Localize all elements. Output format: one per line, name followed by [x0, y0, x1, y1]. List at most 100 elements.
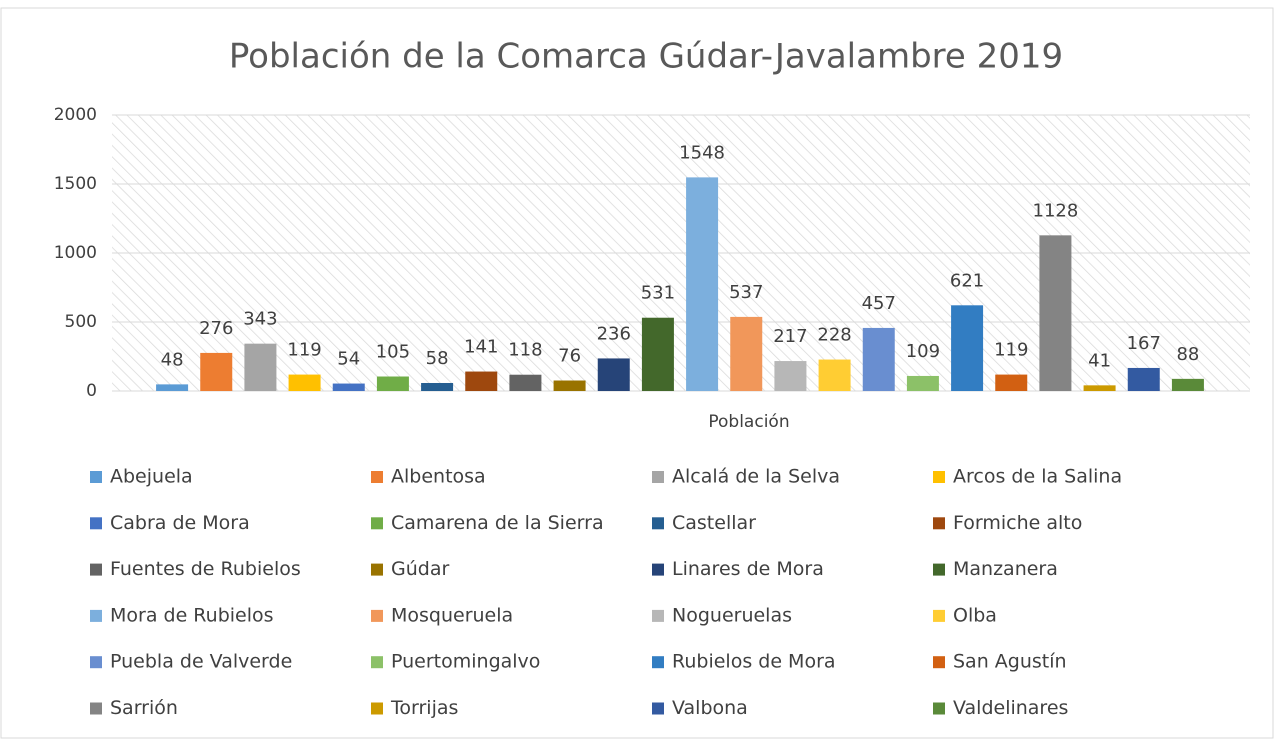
data-label: 621 [950, 270, 984, 291]
legend-label: Arcos de la Salina [953, 466, 1122, 488]
data-label: 1548 [679, 142, 725, 163]
legend-label: Puertomingalvo [391, 651, 540, 673]
legend-label: Mora de Rubielos [110, 604, 274, 626]
legend-label: Manzanera [953, 558, 1058, 580]
legend-label: Formiche alto [953, 512, 1082, 534]
legend-swatch [371, 517, 383, 530]
data-label: 228 [817, 325, 851, 346]
legend-swatch [371, 656, 383, 669]
legend-swatch [933, 656, 945, 669]
data-label: 41 [1088, 350, 1111, 371]
y-tick-label: 2000 [54, 105, 97, 125]
legend-swatch [371, 702, 383, 715]
legend-swatch [933, 563, 945, 576]
legend-label: Abejuela [110, 466, 193, 488]
data-label: 88 [1176, 344, 1199, 365]
legend-swatch [933, 517, 945, 530]
bar [774, 361, 807, 391]
bar [1171, 378, 1204, 391]
bar [376, 376, 409, 391]
legend-swatch [652, 563, 664, 576]
data-label: 119 [287, 340, 321, 361]
data-label: 167 [1127, 333, 1161, 354]
legend-label: Cabra de Mora [110, 512, 250, 534]
data-label: 537 [729, 282, 763, 303]
x-tick-label: Población [708, 412, 789, 432]
legend-label: Mosqueruela [391, 604, 513, 626]
y-tick-label: 1000 [54, 243, 97, 263]
bar [553, 380, 586, 391]
bar [465, 371, 498, 391]
bar [597, 358, 630, 391]
legend-swatch [652, 471, 664, 483]
legend-label: Rubielos de Mora [672, 651, 836, 673]
bar [641, 317, 674, 391]
data-label: 217 [773, 326, 807, 347]
bar [995, 374, 1028, 391]
bar [951, 305, 984, 391]
legend-label: Albentosa [391, 466, 486, 488]
legend-swatch [90, 471, 102, 483]
legend-swatch [90, 656, 102, 669]
legend-swatch [90, 609, 102, 622]
data-label: 1128 [1033, 200, 1079, 221]
legend-label: Sarrión [110, 697, 178, 719]
bar [288, 374, 321, 391]
legend-swatch [90, 517, 102, 530]
legend-swatch [933, 702, 945, 715]
legend-swatch [933, 609, 945, 622]
bar [1039, 235, 1072, 391]
legend-label: Gúdar [391, 558, 449, 580]
legend-label: Torrijas [390, 697, 458, 719]
bar [1127, 367, 1160, 391]
legend-swatch [371, 471, 383, 483]
legend-label: Nogueruelas [672, 604, 792, 626]
legend-swatch [652, 656, 664, 669]
data-label: 54 [337, 349, 360, 370]
data-label: 109 [906, 341, 940, 362]
legend-swatch [90, 563, 102, 576]
legend-label: Fuentes de Rubielos [110, 558, 301, 580]
bar [421, 382, 454, 391]
data-label: 105 [376, 342, 410, 363]
bar [906, 375, 939, 391]
legend-label: Linares de Mora [672, 558, 824, 580]
data-label: 76 [558, 346, 581, 367]
legend-label: Camarena de la Sierra [391, 512, 604, 534]
y-tick-label: 1500 [54, 174, 97, 194]
legend-swatch [652, 702, 664, 715]
legend-swatch [652, 609, 664, 622]
y-tick-label: 0 [86, 381, 97, 401]
bar [244, 343, 277, 391]
bar [730, 316, 763, 391]
legend-label: Alcalá de la Selva [672, 466, 840, 488]
bar [818, 359, 851, 391]
bar [686, 177, 719, 391]
data-label: 118 [508, 340, 542, 361]
data-label: 531 [641, 283, 675, 304]
bar [1083, 385, 1116, 391]
legend-swatch [652, 517, 664, 530]
data-label: 236 [597, 323, 631, 344]
legend-label: Olba [953, 604, 997, 626]
data-label: 141 [464, 337, 498, 358]
data-label: 343 [243, 309, 277, 330]
data-label: 48 [161, 349, 184, 370]
bar [156, 384, 189, 391]
legend-swatch [933, 471, 945, 483]
data-label: 119 [994, 340, 1028, 361]
legend-swatch [371, 563, 383, 576]
legend-swatch [371, 609, 383, 622]
legend-swatch [90, 702, 102, 715]
data-label: 276 [199, 318, 233, 339]
legend-label: Valbona [672, 697, 748, 719]
bar [200, 352, 233, 391]
bar [862, 327, 895, 391]
bar [509, 374, 542, 391]
y-tick-label: 500 [65, 312, 97, 332]
legend-label: Valdelinares [953, 697, 1068, 719]
chart-title: Población de la Comarca Gúdar-Javalambre… [229, 37, 1063, 77]
legend-label: Castellar [672, 512, 756, 534]
legend-label: Puebla de Valverde [110, 651, 292, 673]
